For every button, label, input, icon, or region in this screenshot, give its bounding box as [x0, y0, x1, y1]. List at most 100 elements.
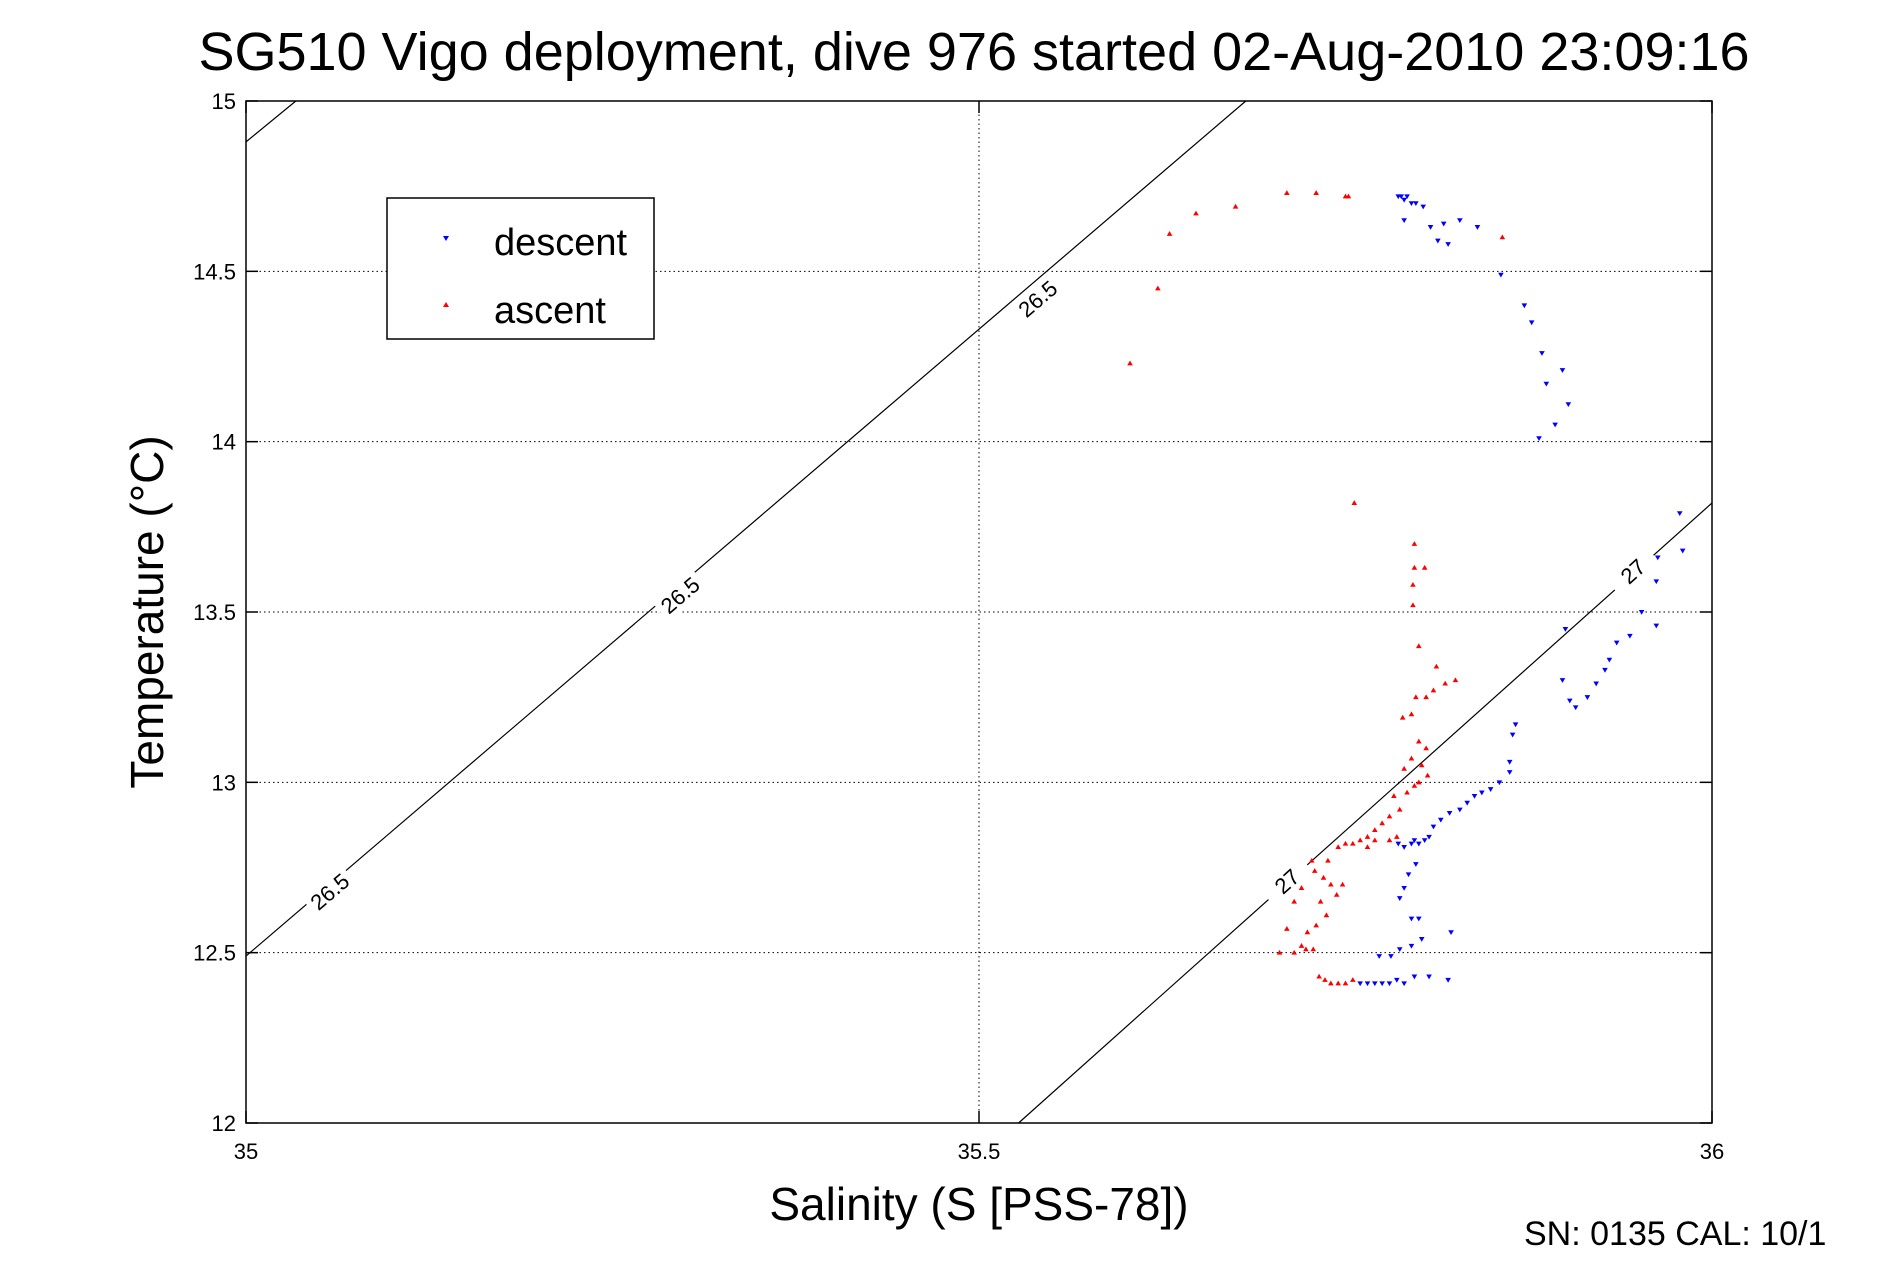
ascent-point: [1339, 881, 1346, 887]
ascent-point: [1342, 980, 1349, 986]
descent-point: [1446, 810, 1453, 816]
ascent-point: [1313, 922, 1319, 928]
ascent-point: [1350, 977, 1356, 982]
descent-point: [1562, 627, 1569, 632]
ascent-point: [1316, 973, 1322, 979]
ascent-point: [1430, 687, 1437, 693]
descent-point: [1602, 667, 1608, 673]
contour-label-gap: [1604, 543, 1662, 599]
x-tick-label: 35.5: [958, 1139, 1001, 1164]
descent-point: [1416, 916, 1422, 922]
ascent-point: [1276, 949, 1283, 955]
descent-point: [1606, 657, 1613, 663]
descent-point: [1479, 790, 1485, 796]
descent-point: [1448, 930, 1454, 936]
ascent-point: [1320, 874, 1327, 880]
legend: descent ascent: [386, 197, 655, 340]
ascent-point: [1411, 564, 1418, 570]
descent-point: [1405, 872, 1412, 878]
descent-point: [1430, 824, 1437, 830]
descent-point: [1474, 225, 1481, 230]
descent-point: [1638, 610, 1645, 615]
ascent-point: [1328, 881, 1334, 887]
ascent-point: [1416, 738, 1422, 744]
descent-point: [1457, 218, 1463, 224]
ascent-point: [1232, 203, 1239, 209]
descent-point: [1565, 402, 1572, 407]
ascent-point: [1423, 745, 1429, 751]
ascent-point: [1317, 898, 1324, 904]
ascent-point: [1391, 793, 1397, 798]
contour-label-gap: [1008, 271, 1067, 327]
contour-label-gap: [300, 863, 359, 919]
ascent-point: [1401, 765, 1407, 771]
descent-point: [1413, 862, 1419, 867]
ascent-point: [1410, 602, 1416, 608]
descent-point: [1401, 845, 1407, 850]
ascent-point: [1394, 834, 1400, 839]
descent-point: [1498, 272, 1504, 278]
ascent-point: [1386, 837, 1393, 843]
ascent-point: [1452, 677, 1459, 683]
data-series: [1127, 190, 1686, 987]
legend-descent-label: descent: [494, 222, 628, 264]
y-tick-label: 15: [212, 89, 236, 114]
ascent-point: [1310, 946, 1317, 952]
ascent-point: [1364, 834, 1371, 839]
ascent-point: [1351, 500, 1358, 505]
ascent-point: [1372, 827, 1378, 833]
x-axis-label: Salinity (S [PSS-78]): [769, 1178, 1188, 1230]
y-tick-label: 14.5: [193, 259, 236, 284]
descent-point: [1427, 225, 1434, 230]
ascent-point: [1423, 694, 1429, 700]
descent-point: [1528, 320, 1535, 326]
descent-point: [1364, 981, 1371, 987]
ascent-point: [1333, 891, 1340, 897]
chart-title: SG510 Vigo deployment, dive 976 started …: [198, 22, 1749, 82]
footer-serial-cal: SN: 0135 CAL: 10/1: [1524, 1215, 1826, 1253]
descent-point: [1404, 194, 1410, 200]
ascent-point: [1323, 912, 1330, 918]
series-ascent: [1127, 190, 1506, 986]
descent-point: [1408, 841, 1415, 847]
x-tick-label: 36: [1700, 1139, 1724, 1164]
legend-box: [386, 197, 655, 340]
descent-point: [1509, 732, 1516, 738]
ascent-point: [1291, 949, 1297, 955]
ascent-point: [1357, 837, 1363, 843]
descent-point: [1440, 221, 1447, 227]
ascent-point: [1304, 929, 1311, 935]
ascent-point: [1328, 980, 1334, 986]
descent-point: [1627, 633, 1633, 639]
ascent-point: [1313, 190, 1319, 195]
descent-point: [1413, 201, 1419, 206]
descent-point: [1401, 885, 1407, 891]
ascent-point: [1408, 755, 1415, 761]
ascent-point: [1284, 190, 1290, 195]
ascent-point: [1386, 813, 1393, 819]
descent-point: [1408, 943, 1415, 949]
ascent-point: [1335, 980, 1341, 986]
ascent-point: [1404, 789, 1410, 795]
descent-point: [1487, 787, 1494, 792]
contour-line: [245, 100, 297, 143]
ascent-point: [1442, 680, 1448, 686]
descent-point: [1552, 422, 1558, 428]
ascent-point: [1298, 943, 1305, 948]
descent-point: [1426, 974, 1432, 980]
descent-point: [1679, 548, 1686, 554]
ascent-point: [1322, 977, 1328, 982]
descent-point: [1396, 947, 1403, 953]
contour-line: [245, 100, 1247, 957]
descent-point: [1379, 981, 1385, 987]
ascent-point: [1372, 837, 1378, 843]
descent-point: [1411, 838, 1418, 844]
ascent-point: [1298, 885, 1305, 890]
descent-point: [1372, 981, 1378, 987]
descent-point: [1416, 841, 1422, 847]
y-axis-label: Temperature (°C): [121, 435, 173, 788]
ascent-point: [1418, 762, 1425, 768]
descent-point: [1572, 705, 1579, 711]
descent-point: [1653, 623, 1660, 629]
